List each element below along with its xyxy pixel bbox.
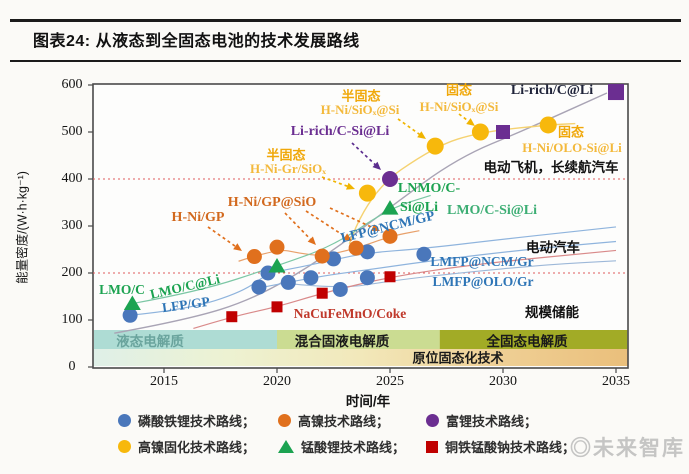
legend-item-label: 锰酸锂技术路线； <box>301 440 406 455</box>
series-point <box>359 244 375 260</box>
series-point <box>384 271 396 283</box>
series-point <box>280 274 296 290</box>
series-point <box>269 239 285 255</box>
legend-item: 磷酸铁锂技术路线； <box>118 411 278 430</box>
series-point <box>382 228 398 244</box>
legend-circle-marker-icon <box>278 414 291 427</box>
series-point <box>608 84 624 101</box>
header-bottom-rule <box>10 60 681 62</box>
watermark: ◎未来智库 <box>570 437 685 460</box>
series-point <box>332 281 348 297</box>
series-point <box>359 270 375 286</box>
legend-item-label: 铜铁锰酸钠技术路线； <box>445 440 576 455</box>
legend-item-label: 高镍固化技术路线； <box>138 440 256 455</box>
legend-row: 高镍固化技术路线； 锰酸锂技术路线； 铜铁锰酸钠技术路线； <box>118 437 575 456</box>
legend-item: 富锂技术路线； <box>426 411 575 430</box>
series-point <box>268 257 286 273</box>
legend-circle-marker-icon <box>426 414 439 427</box>
page-title: 图表24: 从液态到全固态电池的技术发展路线 <box>33 33 360 50</box>
series-point <box>303 270 319 286</box>
series-point <box>314 248 330 264</box>
series-point <box>539 116 557 134</box>
series-point <box>271 301 283 313</box>
series-point <box>246 249 262 265</box>
legend-circle-marker-icon <box>118 414 131 427</box>
series-point <box>496 125 510 139</box>
legend-item-label: 磷酸铁锂技术路线； <box>138 414 256 429</box>
series-point <box>348 240 364 256</box>
legend: 磷酸铁锂技术路线； 高镍技术路线； 富锂技术路线； 高镍固化技术路线； 锰酸锂技术路线；… <box>118 411 575 463</box>
series-point <box>316 287 328 299</box>
legend-row: 磷酸铁锂技术路线； 高镍技术路线； 富锂技术路线； <box>118 411 575 430</box>
series-point <box>382 171 398 187</box>
legend-triangle-marker-icon <box>278 440 294 453</box>
series-point <box>416 246 432 262</box>
legend-item: 高镍技术路线； <box>278 411 426 430</box>
legend-square-marker-icon <box>426 440 438 453</box>
series-point <box>426 137 444 155</box>
series-point <box>471 123 489 141</box>
series-point <box>358 184 376 202</box>
legend-item: 高镍固化技术路线； <box>118 437 278 456</box>
legend-item: 锰酸锂技术路线； <box>278 437 426 456</box>
legend-circle-marker-icon <box>118 440 131 453</box>
legend-item-label: 高镍技术路线； <box>298 414 390 429</box>
series-point <box>226 311 238 323</box>
header-top-rule <box>10 19 681 22</box>
series-point <box>122 307 138 323</box>
y-axis-title: 能量密度/(W·h·kg⁻¹) <box>15 171 30 284</box>
legend-item: 铜铁锰酸钠技术路线； <box>426 437 575 456</box>
legend-item-label: 富锂技术路线； <box>446 414 538 429</box>
series-point <box>123 295 141 311</box>
series-point <box>326 251 341 267</box>
x-axis-title: 时间/年 <box>345 394 391 409</box>
series-point <box>251 279 267 295</box>
series-point <box>381 200 399 215</box>
